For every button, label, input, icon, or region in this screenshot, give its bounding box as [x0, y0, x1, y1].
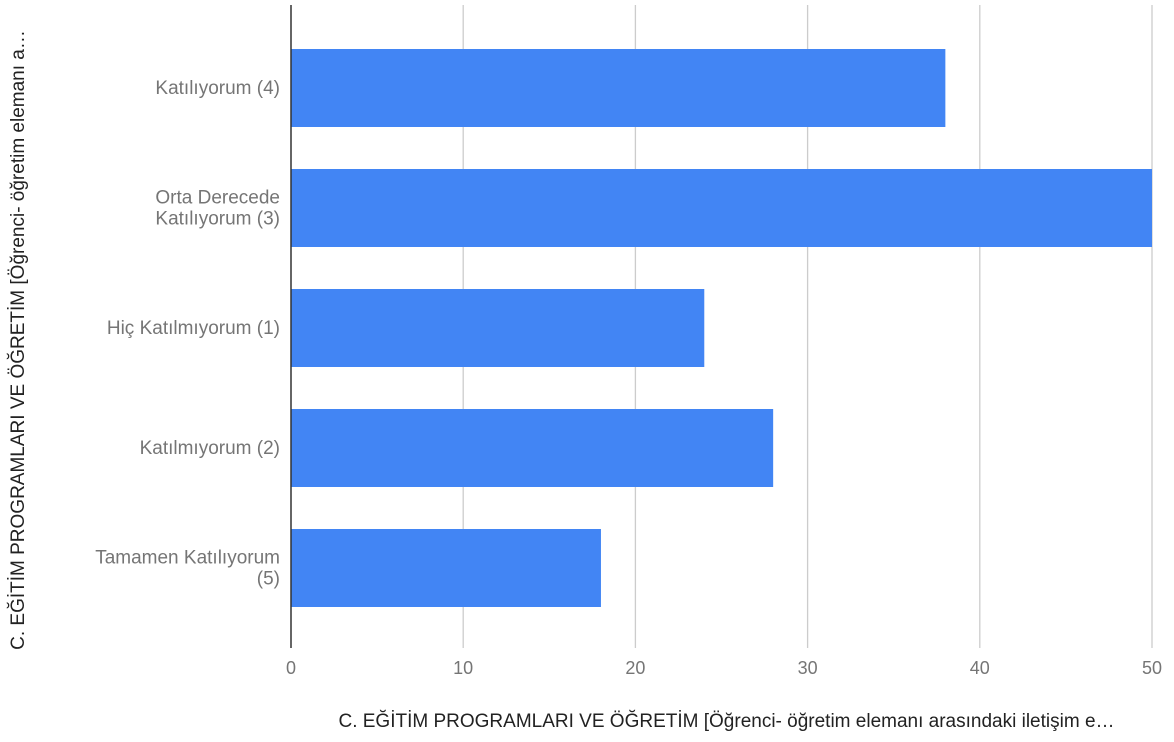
category-label: Orta Derecede [155, 188, 280, 209]
bars [291, 49, 1152, 607]
x-tick-label: 40 [970, 658, 990, 678]
category-label: Tamamen Katılıyorum [95, 548, 280, 569]
bar [291, 169, 1152, 247]
bar [291, 289, 705, 367]
bar [291, 49, 946, 127]
x-tick-label: 20 [625, 658, 645, 678]
category-label: Katılmıyorum (2) [140, 438, 280, 459]
category-label: Katılıyorum (4) [155, 78, 280, 99]
category-label: (5) [257, 569, 280, 590]
category-label: Katılıyorum (3) [155, 209, 280, 230]
x-tick-label: 30 [798, 658, 818, 678]
x-axis-title: C. EĞİTİM PROGRAMLARI VE ÖĞRETİM [Öğrenc… [338, 710, 1114, 732]
bar [291, 529, 601, 607]
bar [291, 409, 774, 487]
category-label: Hiç Katılmıyorum (1) [107, 318, 280, 339]
x-tick-label: 0 [286, 658, 296, 678]
y-axis-title: C. EĞİTİM PROGRAMLARI VE ÖĞRETİM [Öğrenc… [7, 30, 29, 650]
x-tick-label: 10 [453, 658, 473, 678]
x-tick-label: 50 [1142, 658, 1162, 678]
